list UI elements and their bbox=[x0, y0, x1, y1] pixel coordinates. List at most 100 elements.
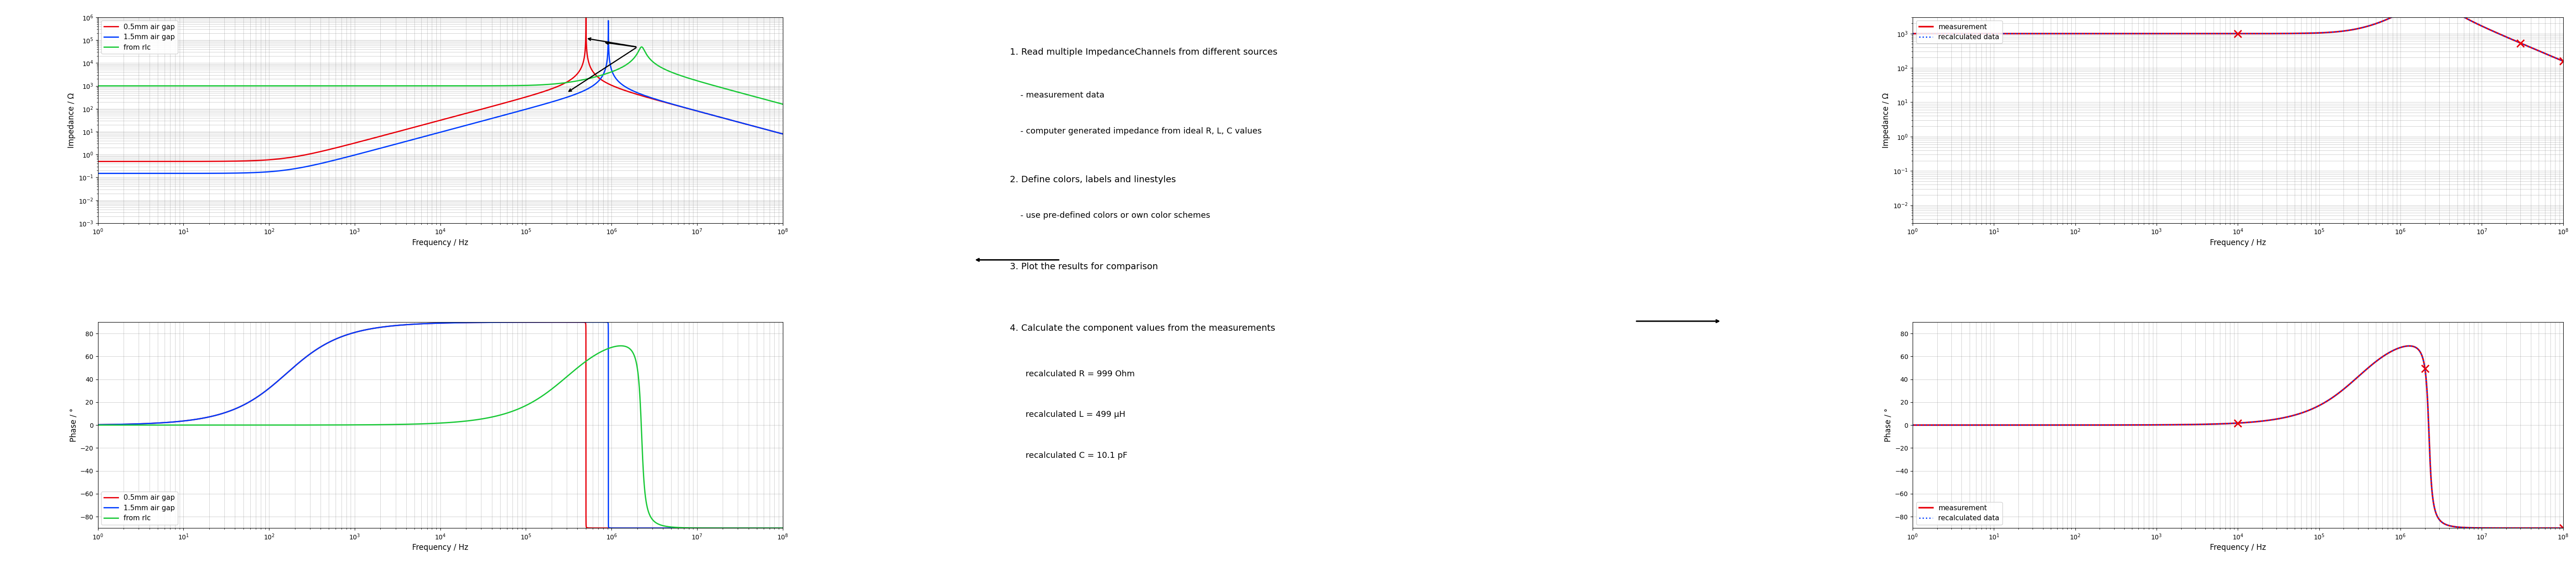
0.5mm air gap bbox=[732, 525, 762, 532]
from rlc bbox=[768, 525, 799, 532]
from rlc bbox=[85, 83, 116, 90]
from rlc bbox=[605, 342, 636, 349]
Legend: 0.5mm air gap, 1.5mm air gap, from rlc: 0.5mm air gap, 1.5mm air gap, from rlc bbox=[100, 491, 178, 525]
Text: 1. Read multiple ImpedanceChannels from different sources: 1. Read multiple ImpedanceChannels from … bbox=[1010, 48, 1278, 56]
X-axis label: Frequency / Hz: Frequency / Hz bbox=[412, 239, 469, 247]
from rlc bbox=[216, 83, 247, 90]
measurement bbox=[1901, 30, 1932, 37]
Text: 4. Calculate the component values from the measurements: 4. Calculate the component values from t… bbox=[1010, 324, 1275, 332]
1.5mm air gap bbox=[111, 421, 142, 428]
Line: from rlc: from rlc bbox=[98, 47, 783, 104]
0.5mm air gap bbox=[732, 121, 762, 127]
1.5mm air gap bbox=[572, 319, 603, 325]
recalculated data bbox=[1937, 422, 1968, 429]
recalculated data bbox=[1924, 30, 1955, 37]
Text: - measurement data: - measurement data bbox=[1010, 91, 1105, 99]
measurement bbox=[2548, 525, 2576, 532]
measurement bbox=[1924, 30, 1955, 37]
measurement bbox=[2025, 422, 2056, 429]
Y-axis label: Phase / °: Phase / ° bbox=[70, 408, 77, 442]
0.5mm air gap bbox=[768, 130, 799, 137]
Text: - computer generated impedance from ideal R, L, C values: - computer generated impedance from idea… bbox=[1010, 127, 1262, 135]
Text: - use pre-defined colors or own color schemes: - use pre-defined colors or own color sc… bbox=[1010, 211, 1211, 219]
recalculated data bbox=[1901, 422, 1932, 429]
recalculated data bbox=[2548, 58, 2576, 65]
from rlc bbox=[82, 422, 113, 429]
Y-axis label: Impedance / Ω: Impedance / Ω bbox=[1883, 92, 1891, 148]
measurement bbox=[2215, 30, 2246, 37]
Line: measurement: measurement bbox=[1911, 346, 2563, 528]
measurement bbox=[1901, 422, 1932, 429]
recalculated data bbox=[2025, 30, 2056, 37]
Text: recalculated R = 999 Ohm: recalculated R = 999 Ohm bbox=[1010, 370, 1133, 378]
measurement bbox=[2215, 420, 2246, 427]
0.5mm air gap bbox=[85, 421, 116, 428]
0.5mm air gap bbox=[417, 320, 448, 327]
measurement bbox=[1937, 30, 1968, 37]
measurement bbox=[1896, 30, 1927, 37]
from rlc bbox=[732, 91, 762, 98]
from rlc bbox=[85, 422, 116, 429]
recalculated data bbox=[1924, 422, 1955, 429]
0.5mm air gap bbox=[124, 420, 155, 427]
recalculated data bbox=[2025, 422, 2056, 429]
from rlc bbox=[768, 100, 799, 107]
recalculated data bbox=[2215, 30, 2246, 37]
measurement bbox=[1924, 422, 1955, 429]
1.5mm air gap bbox=[216, 406, 247, 413]
0.5mm air gap bbox=[82, 421, 113, 428]
measurement bbox=[2514, 43, 2545, 50]
from rlc bbox=[216, 422, 247, 429]
recalculated data bbox=[2514, 525, 2545, 532]
X-axis label: Frequency / Hz: Frequency / Hz bbox=[2210, 544, 2267, 552]
from rlc bbox=[417, 83, 448, 90]
X-axis label: Frequency / Hz: Frequency / Hz bbox=[412, 544, 469, 552]
0.5mm air gap bbox=[216, 158, 247, 165]
1.5mm air gap bbox=[124, 420, 155, 427]
0.5mm air gap bbox=[768, 525, 799, 532]
Line: measurement: measurement bbox=[1911, 0, 2563, 61]
1.5mm air gap bbox=[124, 170, 155, 177]
measurement bbox=[1937, 422, 1968, 429]
Line: from rlc: from rlc bbox=[98, 346, 783, 528]
Legend: measurement, recalculated data: measurement, recalculated data bbox=[1917, 21, 2002, 44]
1.5mm air gap bbox=[85, 170, 116, 177]
recalculated data bbox=[2215, 420, 2246, 427]
1.5mm air gap bbox=[768, 525, 799, 532]
Text: 2. Define colors, labels and linestyles: 2. Define colors, labels and linestyles bbox=[1010, 176, 1175, 184]
1.5mm air gap bbox=[216, 170, 247, 177]
from rlc bbox=[626, 44, 657, 51]
recalculated data bbox=[2393, 343, 2424, 350]
Line: 0.5mm air gap: 0.5mm air gap bbox=[98, 18, 783, 161]
1.5mm air gap bbox=[111, 170, 142, 177]
from rlc bbox=[417, 420, 448, 427]
from rlc bbox=[732, 525, 762, 532]
from rlc bbox=[111, 83, 142, 90]
Line: 1.5mm air gap: 1.5mm air gap bbox=[98, 21, 783, 173]
measurement bbox=[2393, 343, 2424, 350]
0.5mm air gap bbox=[82, 158, 113, 165]
1.5mm air gap bbox=[82, 421, 113, 428]
measurement bbox=[2514, 525, 2545, 532]
1.5mm air gap bbox=[417, 131, 448, 138]
0.5mm air gap bbox=[216, 406, 247, 413]
X-axis label: Frequency / Hz: Frequency / Hz bbox=[2210, 239, 2267, 247]
1.5mm air gap bbox=[417, 320, 448, 327]
measurement bbox=[1896, 422, 1927, 429]
Text: 3. Plot the results for comparison: 3. Plot the results for comparison bbox=[1010, 262, 1157, 271]
0.5mm air gap bbox=[569, 14, 600, 21]
from rlc bbox=[124, 422, 155, 429]
recalculated data bbox=[2514, 43, 2545, 50]
Text: recalculated L = 499 μH: recalculated L = 499 μH bbox=[1010, 410, 1126, 419]
0.5mm air gap bbox=[551, 319, 582, 325]
Line: recalculated data: recalculated data bbox=[1911, 0, 2563, 61]
recalculated data bbox=[2548, 525, 2576, 532]
recalculated data bbox=[1896, 422, 1927, 429]
1.5mm air gap bbox=[768, 130, 799, 137]
recalculated data bbox=[1937, 30, 1968, 37]
from rlc bbox=[82, 83, 113, 90]
1.5mm air gap bbox=[732, 525, 762, 532]
Y-axis label: Impedance / Ω: Impedance / Ω bbox=[67, 92, 75, 148]
measurement bbox=[2548, 58, 2576, 65]
1.5mm air gap bbox=[592, 17, 623, 24]
